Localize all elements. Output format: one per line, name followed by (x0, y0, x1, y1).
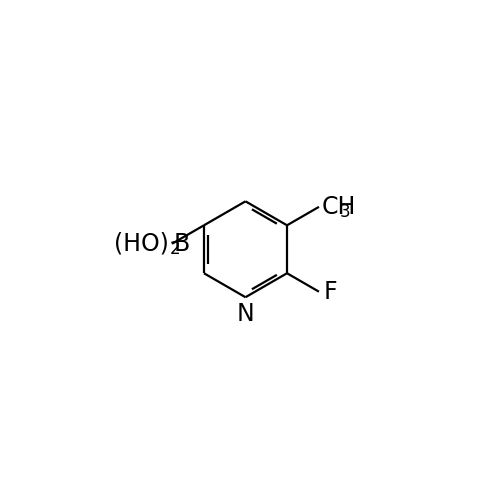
Text: CH: CH (322, 195, 356, 219)
Text: 2: 2 (170, 240, 180, 258)
Text: F: F (323, 280, 337, 304)
Text: 3: 3 (339, 203, 350, 221)
Text: B: B (174, 232, 190, 256)
Text: N: N (237, 302, 254, 326)
Text: (HO): (HO) (114, 232, 169, 256)
